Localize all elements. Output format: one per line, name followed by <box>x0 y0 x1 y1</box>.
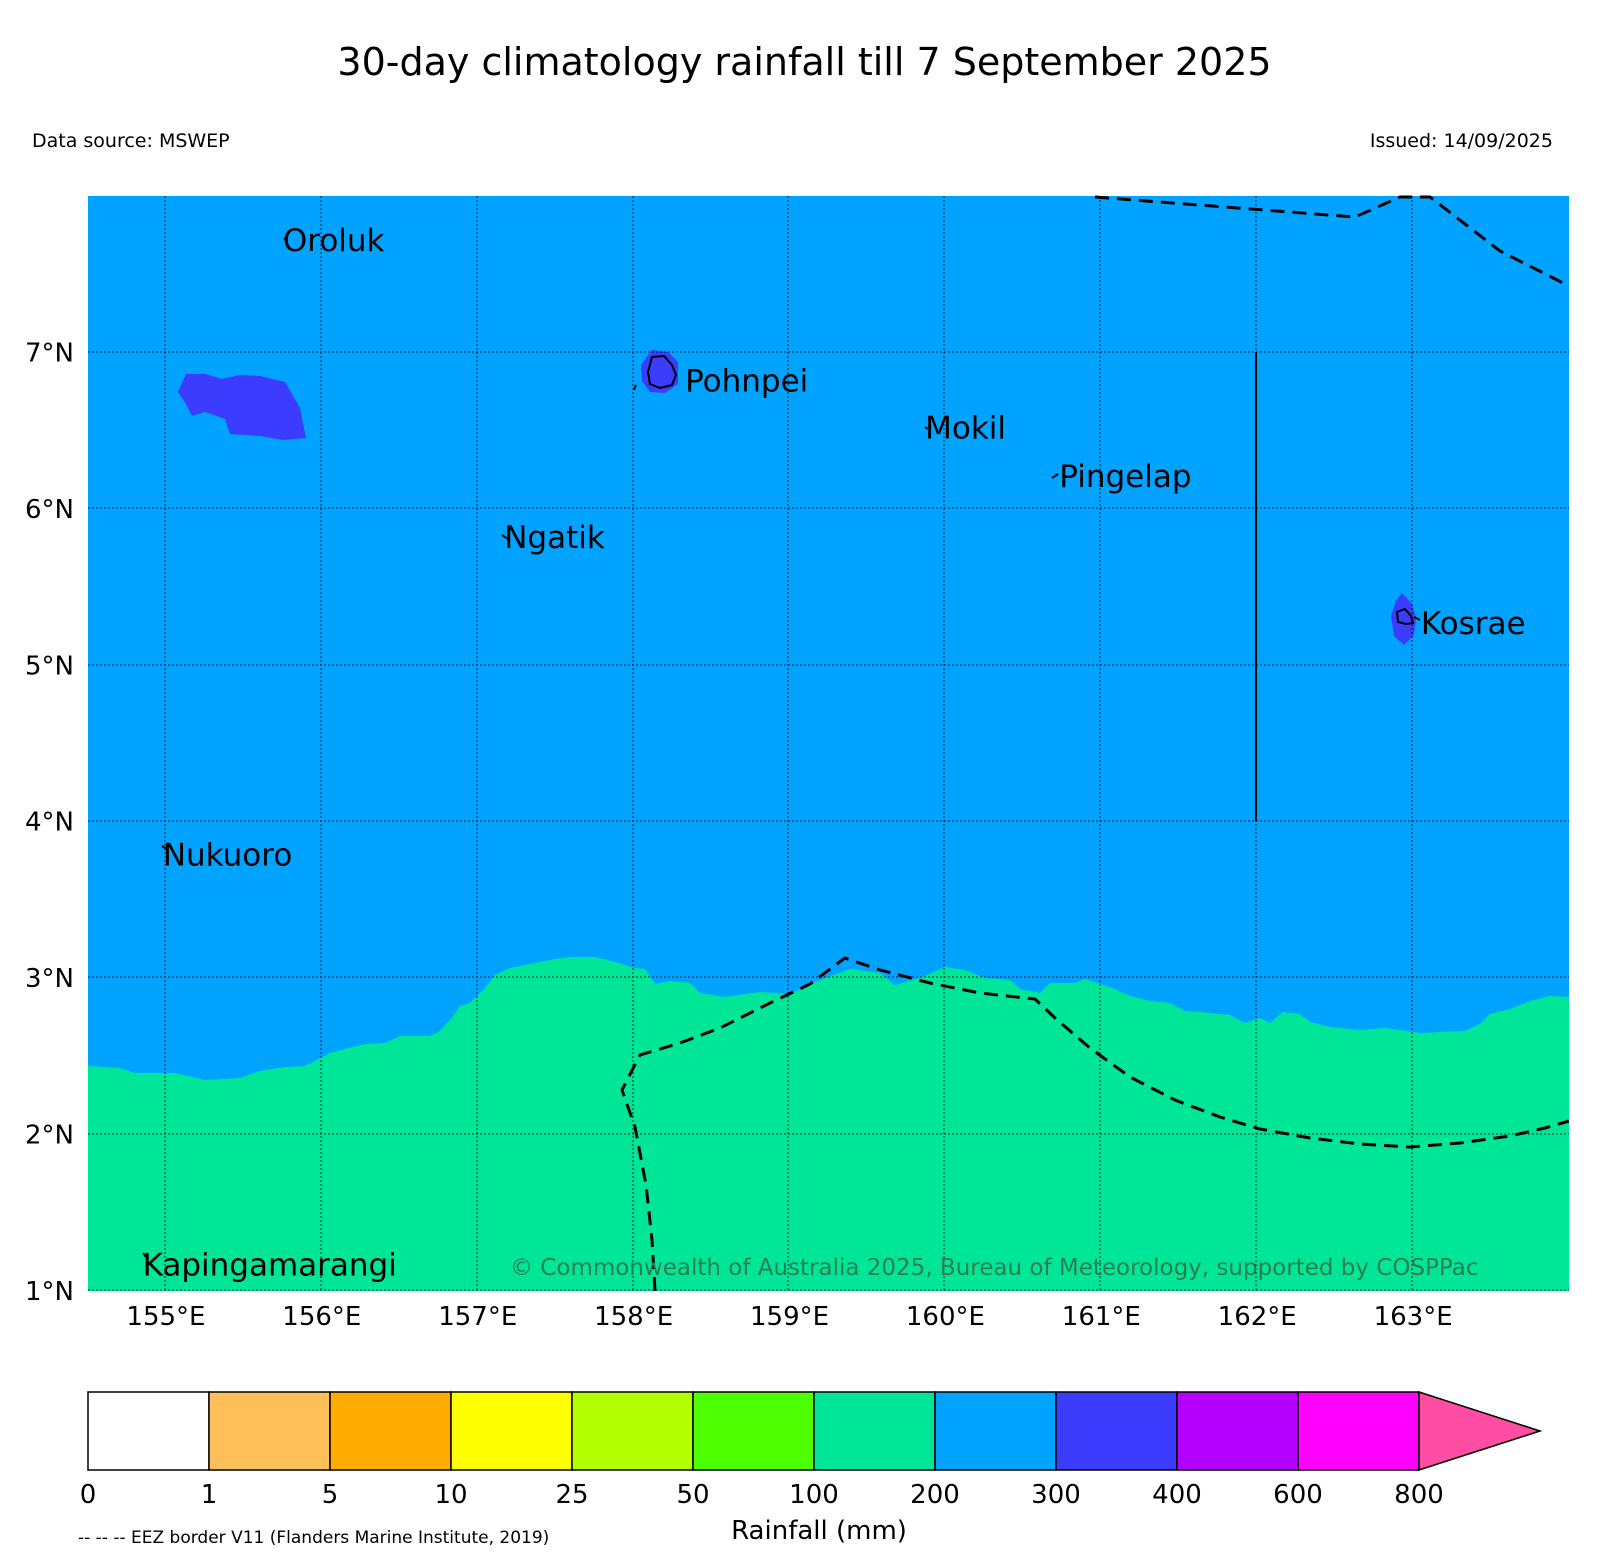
latitude-tick-label: 3°N <box>25 964 74 994</box>
copyright-text: © Commonwealth of Australia 2025, Bureau… <box>510 1255 1479 1281</box>
colorbar-segment <box>1297 1391 1420 1471</box>
pohnpei-island-outline <box>646 354 678 390</box>
place-label-pingelap: Pingelap <box>1059 459 1191 495</box>
latitude-tick-label: 1°N <box>25 1277 74 1307</box>
issued-date-label: Issued: 14/09/2025 <box>1369 130 1553 152</box>
place-label-kapingamarangi: Kapingamarangi <box>143 1247 397 1283</box>
colorbar-extend-arrow <box>1418 1390 1543 1472</box>
kosrae-island-outline <box>1395 607 1415 626</box>
colorbar-segment <box>813 1391 936 1471</box>
island-markers <box>142 237 1421 1258</box>
colorbar-tick-label: 5 <box>322 1480 339 1510</box>
place-label-oroluk: Oroluk <box>283 223 385 259</box>
longitude-tick-label: 161°E <box>1062 1302 1141 1332</box>
longitude-tick-label: 159°E <box>750 1302 829 1332</box>
colorbar-segment <box>1055 1391 1178 1471</box>
colorbar-tick-label: 200 <box>910 1480 960 1510</box>
place-label-nukuoro: Nukuoro <box>163 838 292 874</box>
latitude-tick-label: 4°N <box>25 808 74 838</box>
colorbar-segment <box>329 1391 452 1471</box>
eez-border-south <box>620 956 1570 1292</box>
rainfall-region-300-400-kosrae <box>1391 593 1416 645</box>
colorbar-tick-label: 25 <box>555 1480 588 1510</box>
place-labels: Oroluk Pohnpei Mokil Pingelap Ngatik Kosrae Nu… <box>143 223 1526 1284</box>
colorbar-title: Rainfall (mm) <box>731 1516 907 1546</box>
latitude-labels: 7°N 6°N 5°N 4°N 3°N 2°N 1°N <box>25 338 74 1307</box>
longitude-tick-label: 162°E <box>1218 1302 1297 1332</box>
longitude-tick-label: 160°E <box>906 1302 985 1332</box>
longitude-tick-label: 156°E <box>282 1302 361 1332</box>
colorbar-tick-label: 400 <box>1152 1480 1202 1510</box>
latitude-tick-label: 5°N <box>25 651 74 681</box>
eez-border-north <box>1094 195 1570 288</box>
eez-borders <box>620 195 1570 1292</box>
map-title: 30-day climatology rainfall till 7 Septe… <box>337 40 1272 84</box>
colorbar-tick-label: 0 <box>80 1480 97 1510</box>
colorbar-tick-label: 800 <box>1394 1480 1444 1510</box>
longitude-tick-label: 155°E <box>126 1302 205 1332</box>
colorbar-segment <box>208 1391 331 1471</box>
colorbar-tick-label: 300 <box>1031 1480 1081 1510</box>
colorbar-segment <box>450 1391 573 1471</box>
colorbar-tick-label: 600 <box>1273 1480 1323 1510</box>
place-label-kosrae: Kosrae <box>1421 606 1526 642</box>
colorbar-segment <box>1176 1391 1299 1471</box>
longitude-labels: 155°E 156°E 157°E 158°E 159°E 160°E 161°E 162°E… <box>126 1302 1452 1332</box>
place-label-mokil: Mokil <box>925 410 1006 446</box>
rainfall-region-300-400-west <box>178 374 306 440</box>
longitude-tick-label: 157°E <box>438 1302 517 1332</box>
place-label-pohnpei: Pohnpei <box>685 364 808 400</box>
colorbar-segment <box>934 1391 1057 1471</box>
colorbar-tick-label: 100 <box>789 1480 839 1510</box>
longitude-tick-label: 158°E <box>594 1302 673 1332</box>
latitude-tick-label: 7°N <box>25 338 74 368</box>
colorbar-segment <box>571 1391 694 1471</box>
colorbar-tick-label: 1 <box>201 1480 218 1510</box>
colorbar-tick-label: 50 <box>676 1480 709 1510</box>
eez-border-note: -- -- -- EEZ border V11 (Flanders Marine… <box>78 1528 550 1548</box>
latitude-tick-label: 6°N <box>25 495 74 525</box>
colorbar-tick-label: 10 <box>434 1480 467 1510</box>
colorbar: 0 1 5 10 25 50 100 200 300 400 600 800 <box>80 1390 1543 1510</box>
latitude-tick-label: 2°N <box>25 1121 74 1151</box>
rainfall-region-100-200 <box>88 957 1569 1291</box>
colorbar-segment <box>692 1391 815 1471</box>
longitude-tick-label: 163°E <box>1374 1302 1453 1332</box>
colorbar-segment <box>87 1391 210 1471</box>
data-source-label: Data source: MSWEP <box>32 130 230 152</box>
gridlines <box>88 196 1569 1291</box>
place-label-ngatik: Ngatik <box>504 520 605 556</box>
